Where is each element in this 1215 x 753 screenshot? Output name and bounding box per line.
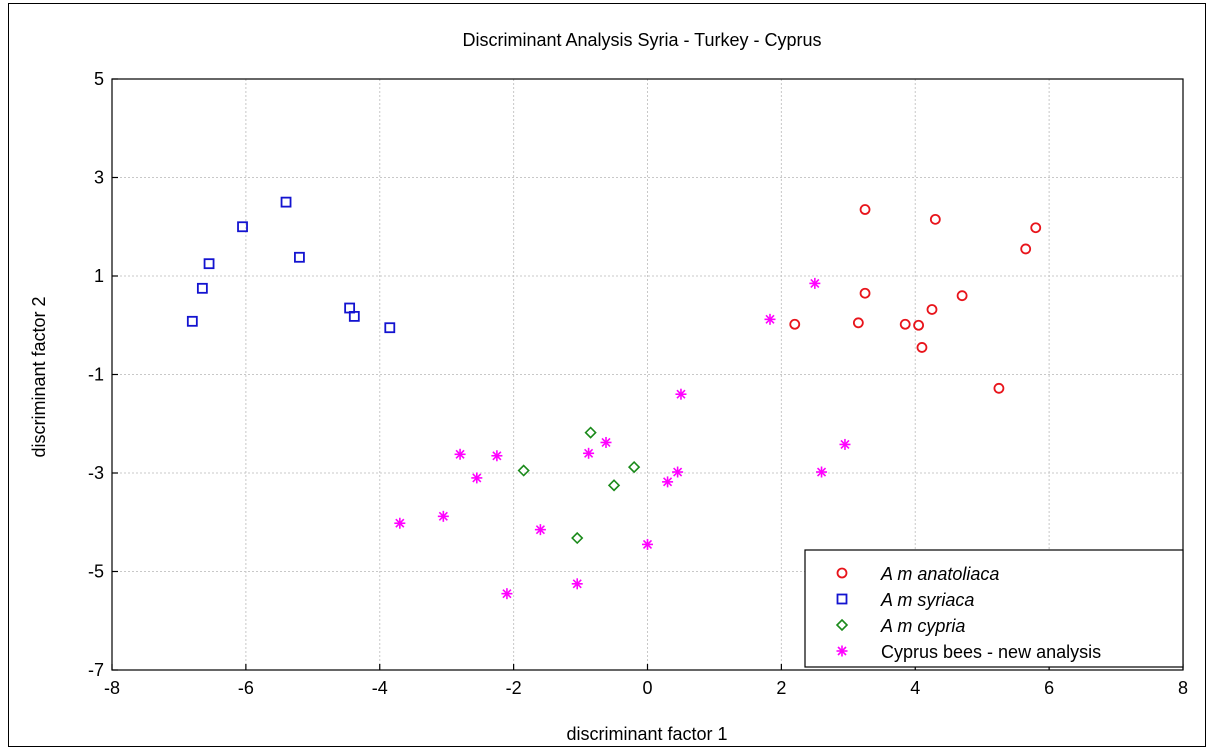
data-point-circle (1030, 222, 1042, 234)
series-1 (186, 196, 396, 334)
data-point-square (186, 315, 198, 327)
legend-marker-square (836, 593, 848, 605)
data-point-asterisk (571, 578, 583, 590)
chart-title: Discriminant Analysis Syria - Turkey - C… (462, 30, 821, 50)
data-point-diamond (571, 531, 584, 545)
data-point-asterisk (642, 538, 653, 550)
x-tick-label: 4 (910, 678, 920, 698)
data-point-diamond (584, 426, 597, 439)
data-point-circle (1020, 243, 1032, 255)
x-tick-label: 8 (1178, 678, 1188, 698)
data-point-circle (789, 318, 801, 330)
data-point-asterisk (454, 448, 466, 460)
data-point-asterisk (809, 277, 821, 289)
y-tick-label: 3 (94, 168, 104, 188)
data-point-asterisk (471, 472, 483, 484)
y-tick-label: 1 (94, 266, 104, 286)
legend-label: A m anatoliaca (880, 564, 999, 584)
data-point-asterisk (675, 388, 687, 400)
data-point-circle (859, 204, 871, 215)
legend-marker-circle (836, 567, 848, 579)
data-point-circle (899, 318, 911, 330)
data-point-asterisk (491, 450, 503, 462)
y-tick-label: 5 (94, 69, 104, 89)
data-points (186, 196, 1042, 600)
legend: A m anatoliaca A m syriaca A m cypria Cypru… (804, 549, 1184, 668)
data-point-square (348, 310, 360, 322)
data-point-diamond (627, 460, 641, 474)
data-point-circle (993, 382, 1005, 394)
data-point-asterisk (600, 436, 612, 448)
x-tick-label: -4 (372, 678, 388, 698)
data-point-circle (956, 290, 968, 302)
legend-marker-asterisk (836, 645, 848, 657)
data-point-circle (913, 319, 924, 331)
series-2 (517, 426, 641, 545)
x-tick-label: 2 (776, 678, 786, 698)
data-point-asterisk (501, 588, 513, 600)
data-point-circle (852, 317, 864, 329)
legend-label: A m cypria (880, 616, 965, 636)
data-point-asterisk (672, 466, 684, 478)
x-tick-label: -2 (506, 678, 522, 698)
x-tick-label: -6 (238, 678, 254, 698)
y-axis-ticks: -7 -5 -3 -1 1 3 5 (88, 69, 118, 680)
data-point-diamond (607, 479, 621, 492)
y-tick-label: -5 (88, 562, 104, 582)
data-point-square (384, 322, 396, 334)
data-point-circle (929, 213, 941, 225)
data-point-square (294, 251, 305, 263)
data-point-asterisk (662, 476, 674, 488)
legend-box (804, 549, 1184, 668)
data-point-asterisk (534, 524, 546, 536)
data-point-diamond (517, 464, 530, 477)
data-point-square (196, 282, 208, 294)
data-point-asterisk (839, 438, 851, 450)
x-tick-label: 6 (1044, 678, 1054, 698)
y-tick-label: -1 (88, 365, 104, 385)
data-point-asterisk (394, 517, 406, 529)
y-axis-label: discriminant factor 2 (29, 296, 49, 457)
data-point-circle (916, 342, 928, 353)
x-axis-ticks: -8 -6 -4 -2 0 2 4 6 8 (104, 664, 1188, 698)
x-tick-label: 0 (642, 678, 652, 698)
data-point-asterisk (583, 447, 595, 459)
data-point-asterisk (816, 466, 828, 478)
x-axis-label: discriminant factor 1 (566, 724, 727, 744)
data-point-circle (926, 304, 938, 315)
series-0 (789, 204, 1042, 394)
legend-label: Cyprus bees - new analysis (881, 642, 1101, 662)
legend-marker-diamond (835, 618, 849, 632)
y-tick-label: -7 (88, 660, 104, 680)
series-3 (394, 277, 851, 600)
y-tick-label: -3 (88, 463, 104, 483)
data-point-square (237, 221, 248, 233)
data-point-asterisk (437, 510, 449, 522)
data-point-square (203, 258, 215, 270)
legend-label: A m syriaca (880, 590, 974, 610)
data-point-circle (859, 287, 871, 299)
data-point-square (280, 196, 292, 208)
data-point-asterisk (764, 313, 776, 325)
x-tick-label: -8 (104, 678, 120, 698)
